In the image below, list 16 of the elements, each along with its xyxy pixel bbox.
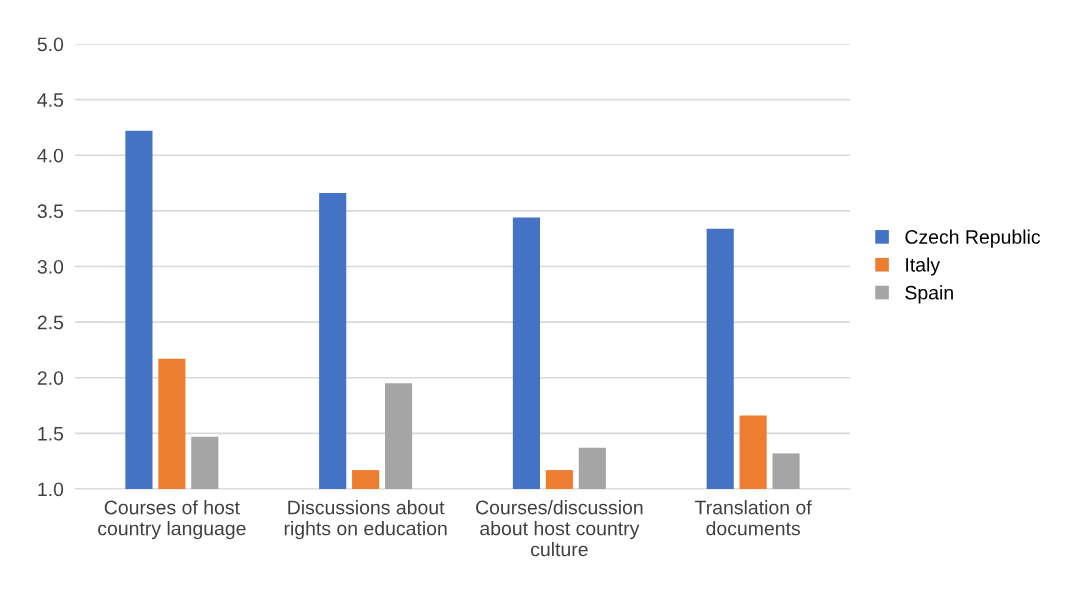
legend-label: Spain: [905, 285, 953, 304]
legend-label: Czech Republic: [905, 229, 1041, 248]
x-tick-label: Translation of documents: [695, 500, 812, 536]
y-tick-label: 1.5: [38, 427, 64, 441]
x-tick-label: Courses/discussion about host country culture: [476, 500, 643, 557]
y-tick-label: 3.0: [37, 259, 64, 274]
legend-label: Italy: [906, 257, 941, 276]
y-tick-label: 1.0: [38, 482, 64, 497]
y-tick-label: 4.5: [37, 93, 64, 107]
y-tick-label: 2.0: [37, 371, 64, 385]
x-tick-label: Courses of host country language: [98, 500, 246, 540]
y-tick-label: 4.0: [37, 148, 64, 163]
y-tick-label: 3.5: [37, 204, 64, 219]
x-tick-label: Discussions about rights on education: [284, 500, 447, 540]
y-tick-label: 5.0: [37, 37, 64, 52]
y-tick-label: 2.5: [37, 315, 64, 330]
